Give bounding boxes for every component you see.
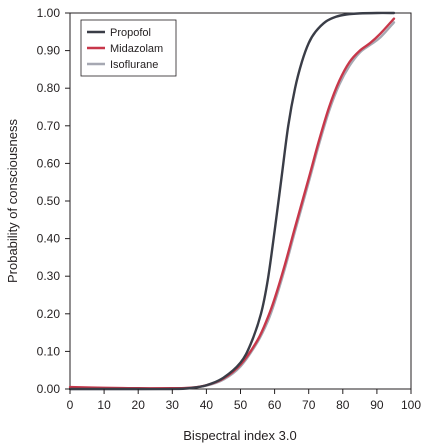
legend-label-isoflurane: Isoflurane (110, 59, 158, 71)
x-tick-label: 50 (234, 398, 248, 412)
x-tick-label: 90 (370, 398, 384, 412)
x-tick-label: 100 (401, 398, 421, 412)
x-tick-label: 80 (336, 398, 350, 412)
y-tick-label: 0.60 (37, 156, 61, 170)
x-tick-label: 0 (67, 398, 74, 412)
x-tick-label: 20 (132, 398, 146, 412)
legend-label-midazolam: Midazolam (110, 43, 163, 55)
y-tick-label: 0.20 (37, 307, 61, 321)
y-tick-label: 0.10 (37, 344, 61, 358)
y-tick-label: 0.70 (37, 119, 61, 133)
y-tick-label: 1.00 (37, 6, 61, 20)
y-tick-label: 0.30 (37, 269, 61, 283)
series-line-isoflurane (68, 21, 396, 391)
y-tick-label: 0.00 (37, 382, 61, 396)
y-tick-label: 0.80 (37, 81, 61, 95)
x-tick-label: 10 (97, 398, 111, 412)
legend: Propofol Midazolam Isoflurane (80, 19, 177, 77)
x-axis-title: Bispectral index 3.0 (183, 428, 296, 443)
y-tick-label: 0.90 (37, 44, 61, 58)
x-tick-label: 30 (166, 398, 180, 412)
legend-label-propofol: Propofol (110, 27, 151, 39)
x-tick-label: 40 (200, 398, 214, 412)
y-tick-label: 0.40 (37, 232, 61, 246)
y-axis-title: Probability of consciousness (5, 118, 20, 283)
x-tick-label: 70 (302, 398, 316, 412)
y-tick-label: 0.50 (37, 194, 61, 208)
x-tick-label: 60 (268, 398, 282, 412)
series-line-propofol (68, 11, 396, 391)
